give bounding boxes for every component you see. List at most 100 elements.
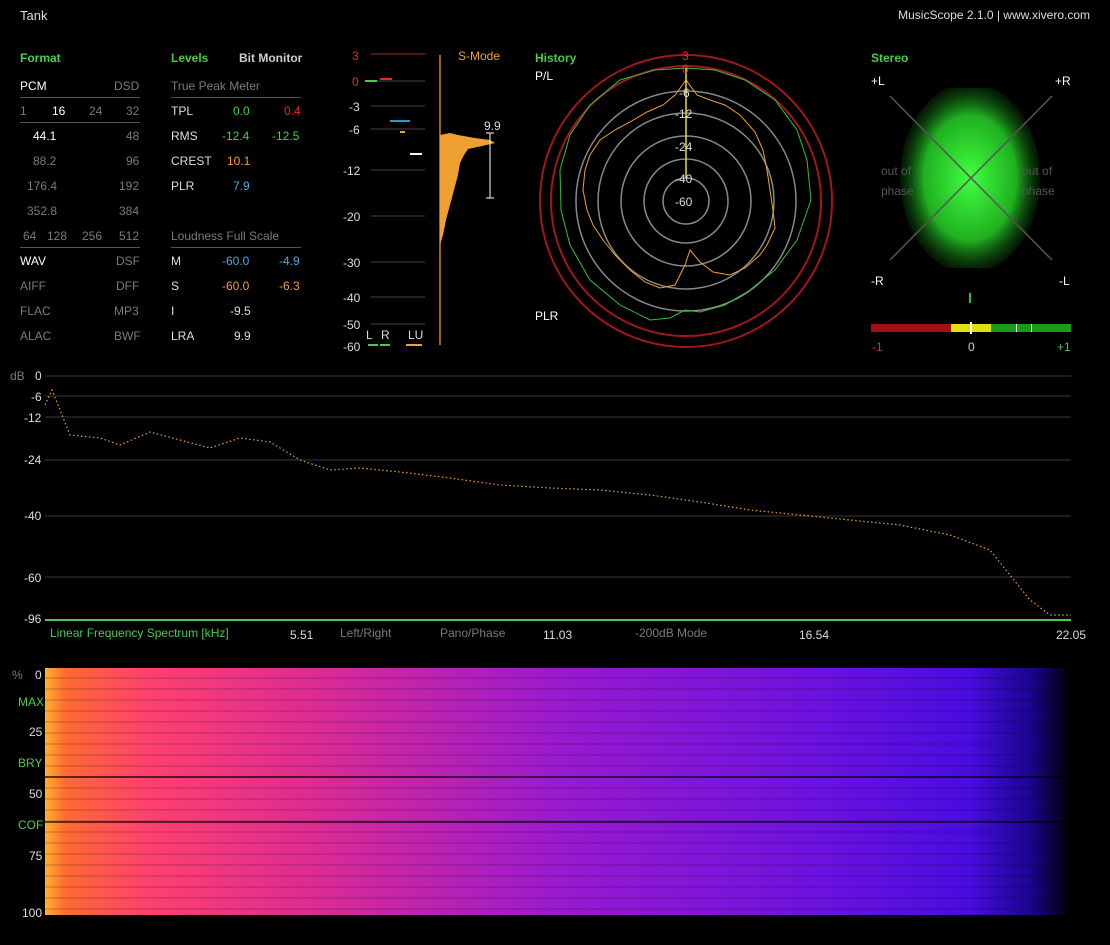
rate-96: 96	[126, 154, 140, 168]
pano-phase-mode[interactable]: Pano/Phase	[440, 626, 506, 640]
lra-label: LRA	[171, 329, 195, 343]
rate-176: 176.4	[27, 179, 58, 193]
freq-tick-16: 16.54	[799, 628, 830, 642]
crest-value: 10.1	[227, 154, 251, 168]
format-header: Format	[20, 51, 61, 65]
window-title: Tank	[20, 8, 48, 23]
plr-label: PLR	[171, 179, 195, 193]
db-tick-0: 0	[35, 369, 42, 383]
rms-label: RMS	[171, 129, 198, 143]
peak-meter	[365, 53, 495, 346]
meter-tick-m40: -40	[343, 291, 361, 305]
lra-value: 9.9	[234, 329, 251, 343]
corner-plus-l: +L	[871, 74, 885, 88]
crest-label: CREST	[171, 154, 212, 168]
dsd-128: 128	[47, 229, 68, 243]
ring-m12: -12	[675, 107, 693, 121]
fmt-aiff: AIFF	[20, 279, 46, 293]
tpl-label: TPL	[171, 104, 194, 118]
pct-0: 0	[35, 668, 42, 682]
marker-cof: COF	[18, 818, 44, 832]
freq-tick-11: 11.03	[543, 628, 573, 642]
rate-384: 384	[119, 204, 140, 218]
corner-plus-r: +R	[1055, 74, 1071, 88]
meter-tick-m6: -6	[349, 123, 360, 137]
out-of-phase-right-2: phase	[1022, 184, 1055, 198]
rate-44: 44.1	[33, 129, 57, 143]
meter-tick-m30: -30	[343, 256, 361, 270]
s-right: -6.3	[279, 279, 300, 293]
marker-bry: BRY	[18, 756, 43, 770]
pct-50: 50	[29, 787, 43, 801]
fmt-flac: FLAC	[20, 304, 51, 318]
meter-tick-3: 3	[352, 49, 359, 63]
out-of-phase-left-1: out of	[881, 164, 912, 178]
db-tick-m60: -60	[24, 571, 42, 585]
db-tick-m6: -6	[31, 390, 42, 404]
ring-3: 3	[682, 49, 689, 63]
freq-tick-22: 22.05	[1056, 628, 1087, 642]
left-right-mode[interactable]: Left/Right	[340, 626, 392, 640]
m-left: -60.0	[222, 254, 250, 268]
spectrogram	[45, 668, 1071, 915]
m-label: M	[171, 254, 181, 268]
db200-mode[interactable]: -200dB Mode	[635, 626, 708, 640]
corner-minus-l: -L	[1059, 274, 1070, 288]
bit-monitor-tab[interactable]: Bit Monitor	[239, 51, 303, 65]
dsd-256: 256	[82, 229, 103, 243]
dsd-64: 64	[23, 229, 37, 243]
s-left: -60.0	[222, 279, 250, 293]
channel-l: L	[366, 328, 373, 342]
corr-0: 0	[968, 340, 975, 354]
marker-max: MAX	[18, 695, 45, 709]
stereo-header: Stereo	[871, 51, 909, 65]
pl-label: P/L	[535, 69, 554, 83]
fmt-wav: WAV	[20, 254, 46, 268]
plr-value: 7.9	[233, 179, 250, 193]
meter-tick-m12: -12	[343, 164, 361, 178]
correlation-bar	[871, 322, 1071, 334]
rate-352: 352.8	[27, 204, 58, 218]
db-label: dB	[10, 369, 25, 383]
s-label: S	[171, 279, 180, 293]
db-tick-m96: -96	[24, 612, 42, 626]
correlation-pointer	[969, 293, 971, 303]
loudness-title: Loudness Full Scale	[171, 229, 280, 243]
meter-tick-m20: -20	[343, 210, 361, 224]
meter-tick-m3: -3	[349, 100, 360, 114]
dsd-label[interactable]: DSD	[114, 79, 140, 93]
out-of-phase-right-1: out of	[1022, 164, 1053, 178]
true-peak-title: True Peak Meter	[171, 79, 260, 93]
fmt-mp3: MP3	[114, 304, 139, 318]
db-tick-m12: -12	[24, 411, 42, 425]
pcm-label[interactable]: PCM	[20, 79, 47, 93]
db-tick-m40: -40	[24, 509, 42, 523]
rate-88: 88.2	[33, 154, 57, 168]
tpl-right: 0.4	[284, 104, 301, 118]
db-tick-m24: -24	[24, 453, 42, 467]
ring-m24: -24	[675, 140, 693, 154]
ring-m60: -60	[675, 195, 693, 209]
corr-minus-1: -1	[872, 340, 883, 354]
history-header: History	[535, 51, 577, 65]
plr-corner-label: PLR	[535, 309, 559, 323]
rms-left: -12.4	[222, 129, 250, 143]
s-mode-toggle[interactable]: S-Mode	[458, 49, 501, 63]
bit-24: 24	[89, 104, 103, 118]
ring-m6: -6	[679, 86, 690, 100]
spectrum-title[interactable]: Linear Frequency Spectrum [kHz]	[50, 626, 229, 640]
channel-lu: LU	[408, 328, 424, 342]
pct-100: 100	[22, 906, 43, 920]
dsd-512: 512	[119, 229, 140, 243]
meter-tick-0: 0	[352, 75, 359, 89]
lra-readout: 9.9	[484, 119, 501, 133]
fmt-dsf: DSF	[116, 254, 140, 268]
stereo-scope	[889, 88, 1053, 268]
meter-tick-m50: -50	[343, 318, 361, 332]
frequency-spectrum	[44, 375, 1071, 621]
fmt-dff: DFF	[116, 279, 140, 293]
bit-16: 16	[52, 104, 66, 118]
pct-75: 75	[29, 849, 43, 863]
channel-r: R	[381, 328, 390, 342]
levels-header[interactable]: Levels	[171, 51, 209, 65]
